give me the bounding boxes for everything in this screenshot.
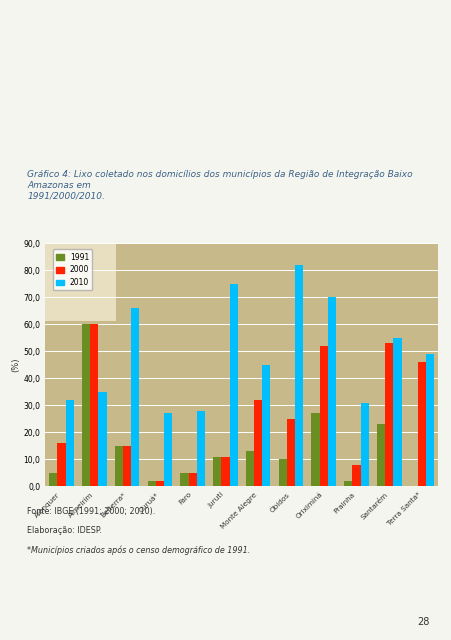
Bar	[65, 400, 74, 486]
Bar	[286, 419, 295, 486]
Bar	[262, 365, 270, 486]
Bar	[376, 424, 384, 486]
Bar	[295, 265, 303, 486]
Bar	[164, 413, 172, 486]
Bar	[90, 324, 98, 486]
Y-axis label: (%): (%)	[12, 358, 20, 372]
Bar	[196, 411, 204, 486]
Bar	[115, 446, 123, 486]
Text: Fonte: IBGE (1991; 2000; 2010).: Fonte: IBGE (1991; 2000; 2010).	[27, 507, 155, 516]
Bar	[221, 457, 229, 486]
Bar	[344, 481, 352, 486]
Bar	[253, 400, 262, 486]
Text: Elaboração: IDESP.: Elaboração: IDESP.	[27, 526, 102, 535]
Text: Gráfico 4: Lixo coletado nos domicílios dos municípios da Região de Integração B: Gráfico 4: Lixo coletado nos domicílios …	[27, 170, 412, 200]
Bar	[156, 481, 164, 486]
Bar	[327, 297, 335, 486]
Bar	[311, 413, 319, 486]
Bar	[245, 451, 253, 486]
Bar	[131, 308, 139, 486]
Bar	[392, 338, 400, 486]
Bar	[352, 465, 360, 486]
Bar	[278, 460, 286, 486]
Bar	[319, 346, 327, 486]
Legend: 1991, 2000, 2010: 1991, 2000, 2010	[53, 250, 92, 290]
Bar	[229, 284, 237, 486]
Text: *Municípios criados após o censo demográfico de 1991.: *Municípios criados após o censo demográ…	[27, 545, 250, 555]
Bar	[147, 481, 156, 486]
Bar	[82, 324, 90, 486]
Bar	[57, 443, 65, 486]
FancyBboxPatch shape	[45, 243, 116, 321]
Bar	[123, 446, 131, 486]
Bar	[188, 473, 196, 486]
Bar	[98, 392, 106, 486]
Text: 28: 28	[416, 617, 428, 627]
Bar	[49, 473, 57, 486]
Bar	[360, 403, 368, 486]
Bar	[425, 354, 433, 486]
Bar	[417, 362, 425, 486]
Bar	[180, 473, 188, 486]
Bar	[384, 343, 392, 486]
Bar	[213, 457, 221, 486]
